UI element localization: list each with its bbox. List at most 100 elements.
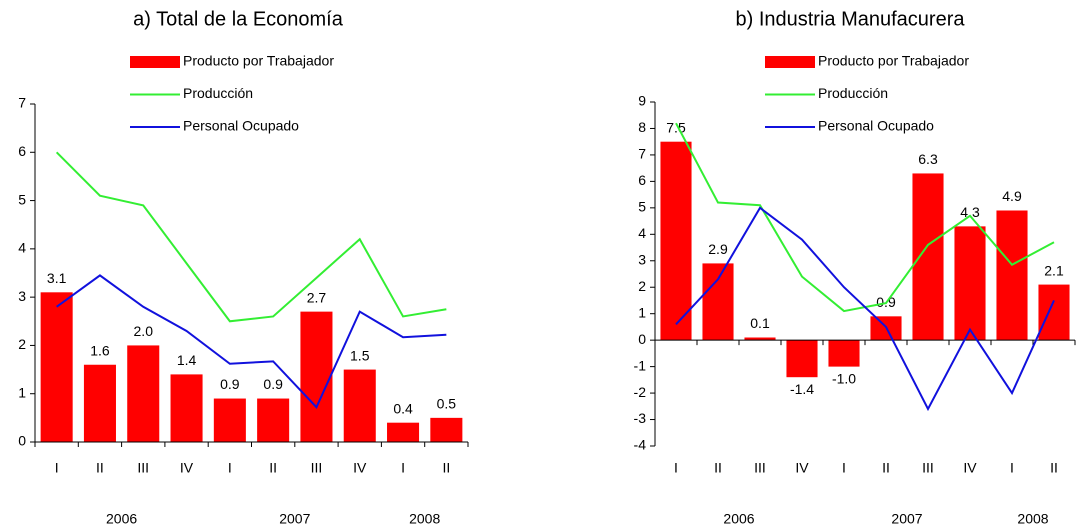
chart-title: b) Industria Manufacurera <box>735 8 965 30</box>
line <box>55 151 447 323</box>
x-group-label: 2007 <box>891 511 922 527</box>
x-tick-label: III <box>754 460 766 476</box>
x-tick-label: III <box>922 460 934 476</box>
y-tick-label: 3 <box>18 288 26 304</box>
data-label: 0.9 <box>263 376 283 392</box>
data-label: -1.4 <box>790 381 814 397</box>
bar <box>702 263 734 341</box>
data-label: 6.3 <box>918 151 938 167</box>
x-tick-label: III <box>137 460 149 476</box>
y-tick-label: -3 <box>634 410 647 426</box>
x-tick-label: IV <box>353 460 367 476</box>
bar <box>996 210 1028 341</box>
x-group-label: 2007 <box>279 511 310 527</box>
data-label: 0.9 <box>220 376 240 392</box>
bar <box>83 364 116 442</box>
data-label: 1.4 <box>177 352 197 368</box>
x-tick-label: IV <box>180 460 194 476</box>
y-tick-label: -4 <box>634 437 647 453</box>
x-tick-label: I <box>55 460 59 476</box>
data-label: 3.1 <box>47 270 67 286</box>
x-tick-label: II <box>96 460 104 476</box>
legend-swatch <box>130 56 180 68</box>
y-tick-label: -1 <box>634 357 647 373</box>
line <box>675 206 1055 412</box>
y-tick-label: 3 <box>638 251 646 267</box>
legend-label: Personal Ocupado <box>818 118 934 134</box>
y-tick-label: 9 <box>638 93 646 109</box>
data-label: 4.3 <box>960 204 980 220</box>
y-tick-label: 7 <box>18 95 26 111</box>
y-tick-label: 0 <box>18 433 26 449</box>
x-tick-label: I <box>674 460 678 476</box>
bar <box>430 417 463 442</box>
x-tick-label: I <box>228 460 232 476</box>
chart-title: a) Total de la Economía <box>133 8 344 30</box>
bar <box>660 141 692 341</box>
data-label: 2.7 <box>307 289 327 305</box>
x-tick-label: II <box>882 460 890 476</box>
bar <box>213 398 246 442</box>
x-group-label: 2006 <box>723 511 754 527</box>
data-label: 0.5 <box>437 396 457 412</box>
legend-label: Producto por Trabajador <box>818 53 969 69</box>
data-label: 4.9 <box>1002 188 1022 204</box>
x-tick-label: IV <box>963 460 977 476</box>
y-tick-label: 2 <box>638 278 646 294</box>
data-label: -1.0 <box>832 370 856 386</box>
legend-label: Producción <box>818 85 888 101</box>
y-tick-label: 5 <box>18 191 26 207</box>
data-label: 1.6 <box>90 342 110 358</box>
x-group-label: 2006 <box>106 511 137 527</box>
bar <box>954 226 986 341</box>
x-tick-label: I <box>1010 460 1014 476</box>
y-tick-label: 6 <box>18 143 26 159</box>
legend-label: Personal Ocupado <box>183 118 299 134</box>
y-tick-label: 4 <box>638 225 646 241</box>
bar <box>40 292 73 442</box>
y-tick-label: 4 <box>18 240 26 256</box>
legend-swatch <box>765 56 815 68</box>
bar <box>828 340 860 367</box>
bar <box>343 369 376 442</box>
data-label: 2.0 <box>134 323 154 339</box>
bar <box>786 340 818 378</box>
y-tick-label: 1 <box>638 304 646 320</box>
bar <box>300 311 333 442</box>
y-tick-label: 7 <box>638 146 646 162</box>
x-tick-label: IV <box>795 460 809 476</box>
bar <box>387 422 420 442</box>
y-tick-label: 5 <box>638 199 646 215</box>
bar <box>912 173 944 341</box>
bar <box>1038 284 1070 341</box>
x-tick-label: II <box>1050 460 1058 476</box>
y-tick-label: 1 <box>18 384 26 400</box>
data-label: 2.1 <box>1044 262 1064 278</box>
x-group-label: 2008 <box>409 511 440 527</box>
x-tick-label: I <box>401 460 405 476</box>
legend-label: Producción <box>183 85 253 101</box>
data-label: 2.9 <box>708 241 728 257</box>
bar <box>744 337 776 341</box>
x-tick-label: II <box>442 460 450 476</box>
legend-label: Producto por Trabajador <box>183 53 334 69</box>
y-tick-label: 0 <box>638 331 646 347</box>
y-tick-label: -2 <box>634 384 647 400</box>
y-tick-label: 8 <box>638 119 646 135</box>
x-tick-label: II <box>714 460 722 476</box>
x-group-label: 2008 <box>1017 511 1048 527</box>
bar <box>257 398 290 442</box>
y-tick-label: 2 <box>18 336 26 352</box>
line <box>56 274 447 410</box>
y-tick-label: 6 <box>638 172 646 188</box>
x-tick-label: II <box>269 460 277 476</box>
data-label: 0.1 <box>750 315 770 331</box>
data-label: 0.4 <box>393 400 413 416</box>
data-label: 1.5 <box>350 347 370 363</box>
x-tick-label: III <box>311 460 323 476</box>
data-label: 7.5 <box>666 119 686 135</box>
bar <box>170 374 203 442</box>
bar <box>127 345 160 442</box>
x-tick-label: I <box>842 460 846 476</box>
